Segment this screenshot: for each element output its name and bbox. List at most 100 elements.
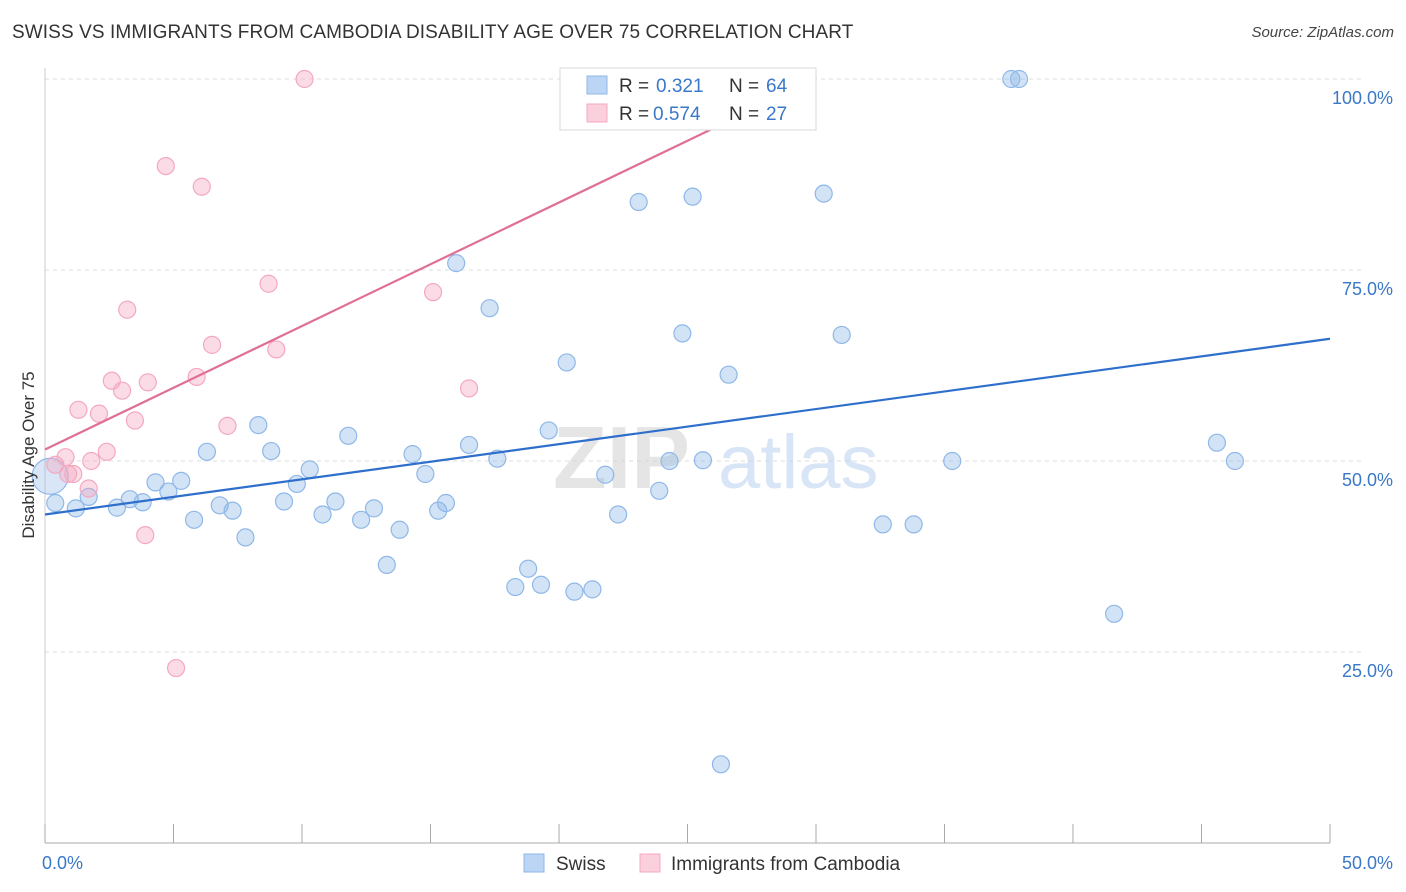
watermark-zip: ZIP	[553, 408, 690, 507]
swiss-point	[262, 441, 281, 461]
legend-n-value-cambodia: 27	[766, 104, 787, 125]
swiss-point	[1009, 69, 1029, 89]
swiss-point	[1225, 451, 1245, 471]
swiss-point	[416, 464, 435, 484]
swiss-point	[480, 299, 499, 318]
swiss-point	[519, 559, 538, 578]
cambodia-point	[259, 274, 278, 293]
swiss-point	[364, 499, 384, 518]
swiss-point	[223, 501, 242, 520]
cambodia-point	[218, 416, 237, 435]
watermark-atlas: atlas	[718, 420, 879, 505]
swiss-point	[429, 501, 448, 520]
cambodia-point	[59, 464, 78, 484]
swiss-point	[326, 492, 345, 511]
swiss-point	[609, 505, 628, 524]
swiss-trend-line	[44, 337, 1331, 516]
swiss-point	[693, 451, 713, 470]
swiss-point	[184, 510, 204, 529]
swiss-point	[531, 575, 551, 594]
swiss-point	[403, 445, 422, 464]
source-credit: Source: ZipAtlas.com	[1251, 24, 1394, 41]
legend-n-label-cambodia: N =	[729, 104, 759, 125]
legend-r-value-cambodia: 0.574	[653, 104, 701, 125]
legend-r-label-swiss: R =	[619, 76, 649, 97]
watermark: ZIP atlas	[553, 408, 879, 507]
y-tick-label-3: 25.0%	[1342, 661, 1393, 681]
swiss-point	[488, 449, 507, 468]
points-layer	[31, 69, 1245, 774]
legend-n-value-swiss: 64	[766, 76, 788, 97]
cambodia-point	[267, 340, 286, 359]
swiss-point	[650, 481, 669, 500]
swiss-point	[506, 577, 525, 597]
swiss-point	[339, 426, 358, 445]
legend: R = 0.321 N = 64 R = 0.574 N = 27	[559, 67, 817, 131]
swiss-point	[660, 451, 679, 471]
x-tick-label-1: 50.0%	[1342, 853, 1393, 873]
swiss-point	[539, 421, 558, 440]
swiss-point	[46, 493, 65, 513]
cambodia-point	[64, 464, 83, 484]
swiss-point	[390, 520, 409, 539]
swiss-point	[673, 324, 692, 343]
legend-swatch-swiss	[586, 75, 608, 95]
bottom-legend-swatch-cambodia	[639, 853, 661, 873]
cambodia-point	[295, 69, 314, 89]
swiss-point	[596, 465, 615, 484]
cambodia-trend-line	[44, 78, 817, 451]
swiss-point	[287, 474, 306, 494]
swiss-point	[557, 353, 576, 372]
swiss-point	[352, 510, 371, 529]
cambodia-point	[56, 448, 75, 467]
y-tick-label-2: 50.0%	[1342, 470, 1393, 490]
bottom-legend-label-swiss: Swiss	[556, 854, 606, 875]
cambodia-point	[459, 379, 479, 398]
x-tick-label-0: 0.0%	[42, 853, 83, 873]
cambodia-point	[46, 455, 65, 474]
swiss-point	[313, 505, 332, 524]
cambodia-point	[89, 404, 109, 423]
cambodia-point	[192, 177, 211, 196]
swiss-point	[1207, 433, 1227, 452]
cambodia-point	[156, 156, 175, 176]
legend-swatch-cambodia	[586, 103, 608, 123]
swiss-point	[300, 460, 319, 479]
cambodia-point	[97, 442, 116, 461]
swiss-point	[719, 365, 738, 384]
y-axis-title: Disability Age Over 75	[19, 371, 38, 538]
trend-layer	[44, 78, 1331, 516]
swiss-point	[249, 415, 268, 435]
cambodia-point	[202, 335, 222, 354]
legend-r-value-swiss: 0.321	[656, 76, 704, 97]
swiss-point	[583, 580, 602, 599]
swiss-point	[197, 442, 217, 461]
swiss-point	[1002, 69, 1021, 89]
cambodia-point	[82, 451, 101, 471]
swiss-point	[274, 492, 294, 511]
swiss-point	[236, 528, 255, 547]
y-tick-label-1: 75.0%	[1342, 279, 1393, 299]
cambodia-point	[166, 658, 186, 678]
bottom-legend-swatch-swiss	[523, 853, 545, 873]
cambodia-point	[138, 373, 157, 392]
swiss-point	[459, 435, 479, 455]
y-tick-label-0: 100.0%	[1332, 88, 1393, 108]
bottom-legend: Swiss Immigrants from Cambodia	[523, 853, 901, 875]
swiss-point	[711, 755, 731, 774]
swiss-point	[436, 493, 456, 513]
swiss-point	[159, 482, 178, 501]
swiss-point	[172, 471, 191, 490]
cambodia-point	[125, 411, 145, 430]
legend-r-label-cambodia: R =	[619, 104, 649, 125]
swiss-point	[904, 515, 923, 534]
swiss-point	[377, 555, 396, 575]
cambodia-point	[118, 300, 137, 319]
swiss-point	[447, 254, 466, 273]
swiss-point	[565, 582, 584, 601]
chart-title: SWISS VS IMMIGRANTS FROM CAMBODIA DISABI…	[12, 22, 854, 43]
cambodia-point	[423, 283, 443, 302]
cambodia-point	[136, 526, 155, 545]
swiss-point	[683, 187, 702, 206]
